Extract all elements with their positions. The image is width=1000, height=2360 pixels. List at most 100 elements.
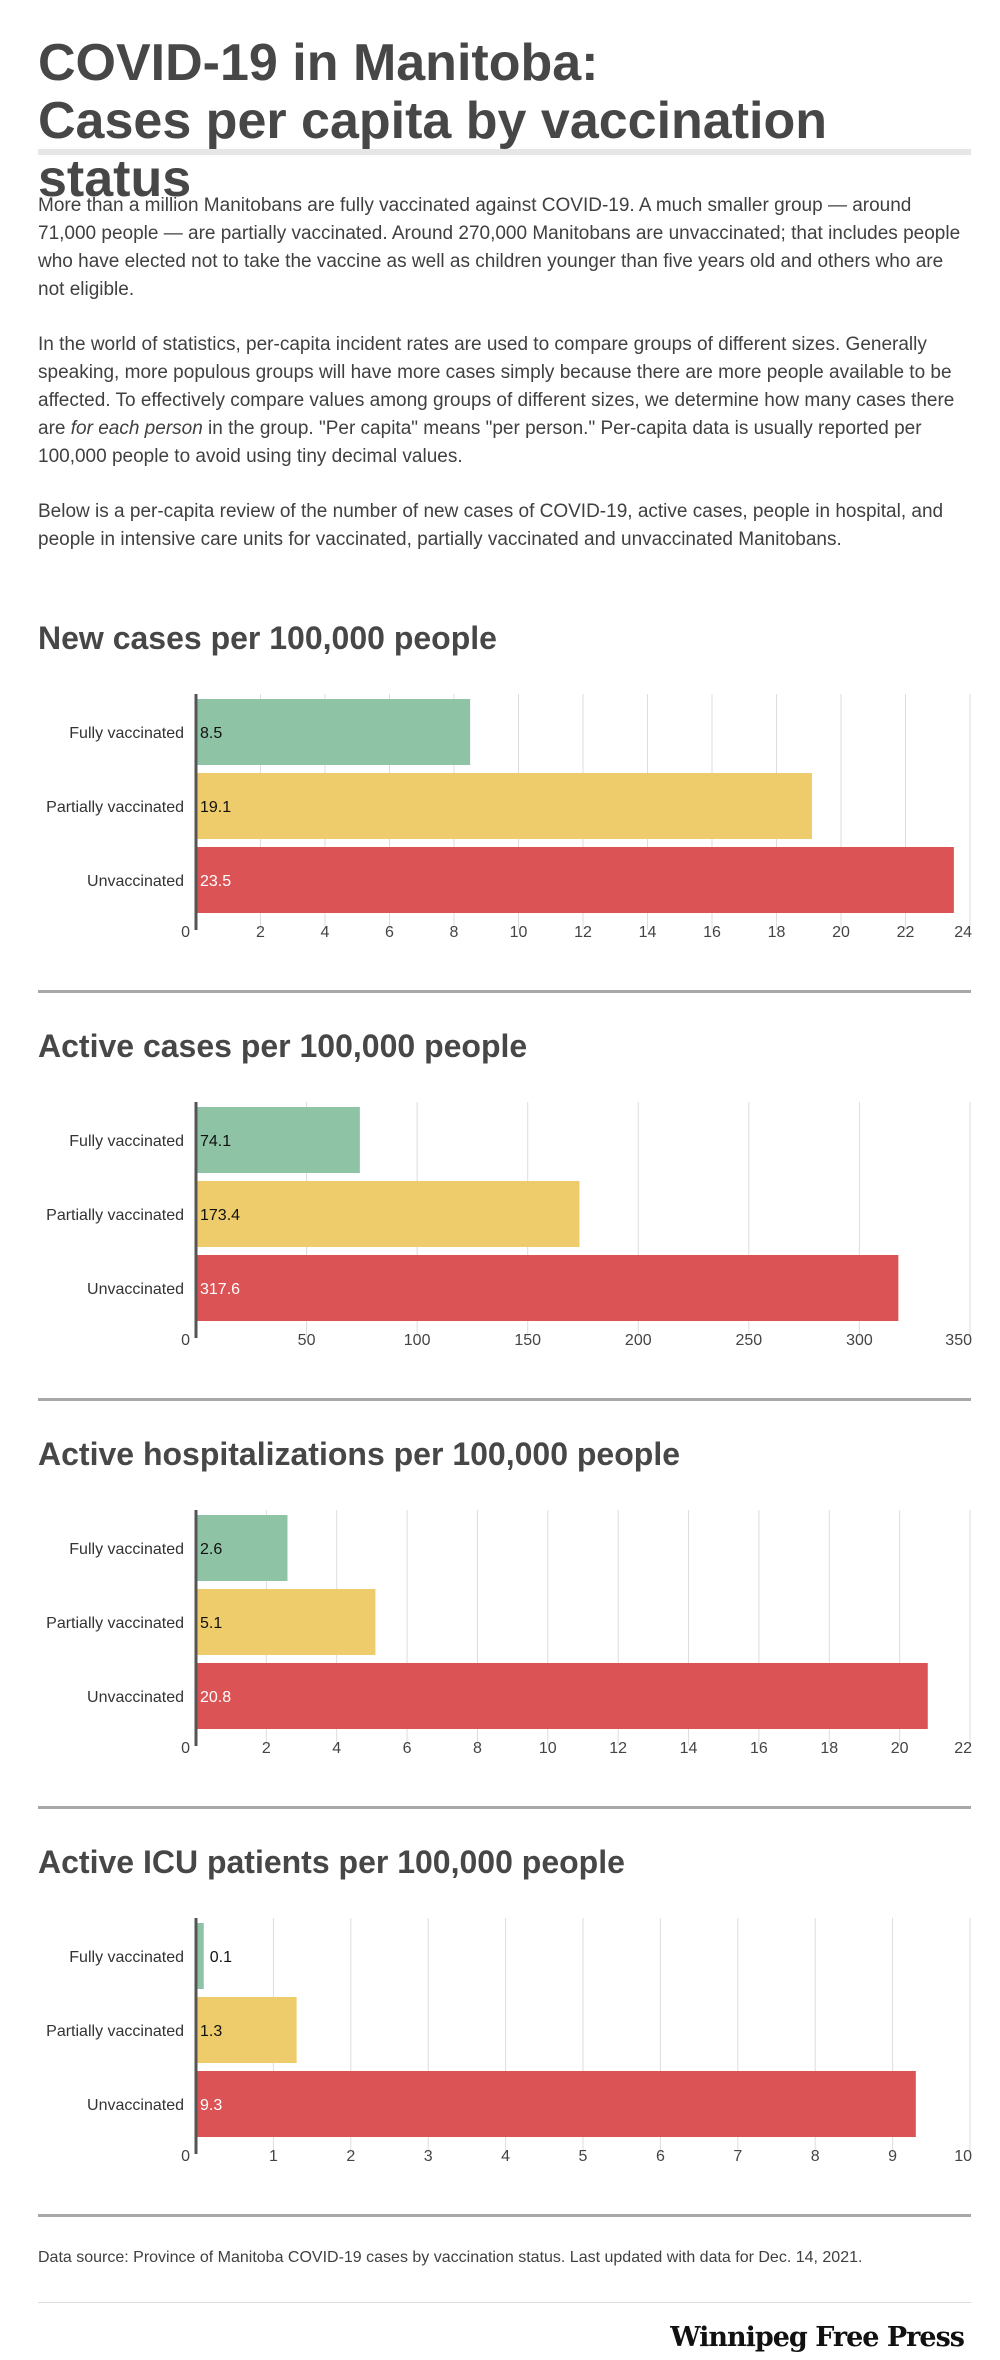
- x-tick-label: 24: [954, 924, 972, 941]
- x-tick-label: 0: [181, 1740, 190, 1757]
- x-tick-label: 200: [625, 1332, 652, 1349]
- x-tick-label: 2: [262, 1740, 271, 1757]
- chart-active-cases-plot: 0 50 100 150 200 250 300 350 Fully vaccinated 74.…: [46, 1102, 972, 1349]
- category-label: Unvaccinated: [87, 1281, 184, 1298]
- x-tick-label: 6: [656, 2148, 665, 2165]
- intro-paragraph-2-emphasis: for each person: [70, 418, 203, 439]
- x-tick-label: 12: [609, 1740, 627, 1757]
- x-tick-label: 16: [750, 1740, 768, 1757]
- chart-icu-patients-plot: 0 1 2 3 4 5 6 7 8 9 10 Fully vaccinated 0.1 Partially…: [46, 1918, 972, 2165]
- x-tick-label: 0: [181, 1332, 190, 1349]
- page-title-line-1: COVID-19 in Manitoba:: [38, 34, 599, 92]
- intro-paragraph-2: In the world of statistics, per-capita i…: [38, 331, 968, 471]
- value-label: 317.6: [200, 1281, 240, 1298]
- bar-unvaccinated: [196, 1663, 928, 1729]
- x-tick-label: 8: [450, 924, 459, 941]
- page-title: COVID-19 in Manitoba: Cases per capita b…: [38, 34, 968, 208]
- bar-fully-vaccinated: [196, 1923, 204, 1989]
- x-tick-label: 9: [888, 2148, 897, 2165]
- category-label: Unvaccinated: [87, 873, 184, 890]
- x-tick-label: 6: [403, 1740, 412, 1757]
- x-tick-label: 4: [332, 1740, 341, 1757]
- x-tick-label: 8: [811, 2148, 820, 2165]
- value-label: 19.1: [200, 799, 231, 816]
- x-tick-label: 6: [385, 924, 394, 941]
- x-tick-label: 300: [846, 1332, 873, 1349]
- chart-hospitalizations: Active hospitalizations per 100,000 peop…: [38, 1436, 972, 1816]
- category-label: Partially vaccinated: [46, 2023, 184, 2040]
- x-tick-label: 12: [574, 924, 592, 941]
- category-label: Partially vaccinated: [46, 1207, 184, 1224]
- intro-text: More than a million Manitobans are fully…: [38, 192, 968, 581]
- value-label: 23.5: [200, 873, 231, 890]
- chart-new-cases: New cases per 100,000 people 0 2 4 6 8 10 12 14…: [38, 620, 972, 1000]
- value-label: 74.1: [200, 1133, 231, 1150]
- value-label: 2.6: [200, 1541, 222, 1558]
- category-label: Partially vaccinated: [46, 799, 184, 816]
- chart-title: New cases per 100,000 people: [38, 620, 497, 656]
- x-tick-label: 100: [404, 1332, 431, 1349]
- bar-fully-vaccinated: [196, 699, 471, 765]
- value-label: 1.3: [200, 2023, 222, 2040]
- x-tick-label: 22: [954, 1740, 972, 1757]
- x-tick-label: 4: [501, 2148, 510, 2165]
- x-tick-label: 10: [954, 2148, 972, 2165]
- x-tick-label: 18: [768, 924, 786, 941]
- x-tick-label: 350: [945, 1332, 972, 1349]
- x-tick-label: 10: [539, 1740, 557, 1757]
- x-tick-label: 4: [321, 924, 330, 941]
- intro-paragraph-1: More than a million Manitobans are fully…: [38, 195, 961, 300]
- chart-active-cases: Active cases per 100,000 people 0 50 100 15…: [38, 1028, 972, 1408]
- x-tick-label: 14: [680, 1740, 698, 1757]
- value-label: 0.1: [210, 1949, 232, 1966]
- page-title-line-2: Cases per capita by vaccination status: [38, 92, 828, 208]
- brand-logo: Winnipeg Free Press: [670, 2322, 965, 2353]
- bar-partially-vaccinated: [196, 1997, 297, 2063]
- chart-title: Active cases per 100,000 people: [38, 1028, 528, 1064]
- value-label: 8.5: [200, 725, 222, 742]
- data-source-note: Data source: Province of Manitoba COVID-…: [38, 2249, 863, 2266]
- x-tick-label: 50: [298, 1332, 316, 1349]
- value-label: 20.8: [200, 1689, 231, 1706]
- x-tick-label: 22: [897, 924, 915, 941]
- category-label: Unvaccinated: [87, 1689, 184, 1706]
- x-tick-label: 10: [510, 924, 528, 941]
- intro-paragraph-2-end: in the group. "Per capita" means "per pe…: [38, 418, 922, 467]
- bar-unvaccinated: [196, 1255, 899, 1321]
- x-tick-label: 16: [703, 924, 721, 941]
- intro-paragraph-2-start: In the world of statistics, per-capita i…: [38, 334, 955, 439]
- bar-partially-vaccinated: [196, 773, 812, 839]
- section-divider: [38, 1806, 971, 1809]
- section-divider: [38, 1398, 971, 1401]
- chart-title: Active hospitalizations per 100,000 peop…: [38, 1436, 680, 1472]
- x-tick-label: 20: [891, 1740, 909, 1757]
- category-label: Fully vaccinated: [69, 725, 184, 742]
- x-tick-label: 250: [736, 1332, 763, 1349]
- intro-paragraph-3: Below is a per-capita review of the numb…: [38, 501, 944, 550]
- x-tick-label: 8: [473, 1740, 482, 1757]
- x-tick-label: 1: [269, 2148, 278, 2165]
- section-divider: [38, 990, 971, 993]
- x-tick-label: 0: [181, 2148, 190, 2165]
- category-label: Partially vaccinated: [46, 1615, 184, 1632]
- category-label: Fully vaccinated: [69, 1541, 184, 1558]
- bar-fully-vaccinated: [196, 1515, 288, 1581]
- title-divider: [38, 149, 971, 155]
- category-label: Fully vaccinated: [69, 1949, 184, 1966]
- x-tick-label: 7: [733, 2148, 742, 2165]
- footer-divider: [38, 2302, 971, 2303]
- bar-partially-vaccinated: [196, 1589, 376, 1655]
- x-tick-label: 2: [256, 924, 265, 941]
- x-tick-label: 20: [832, 924, 850, 941]
- x-tick-label: 2: [346, 2148, 355, 2165]
- x-tick-label: 14: [639, 924, 657, 941]
- x-tick-label: 18: [820, 1740, 838, 1757]
- category-label: Unvaccinated: [87, 2097, 184, 2114]
- x-tick-label: 5: [579, 2148, 588, 2165]
- value-label: 173.4: [200, 1207, 240, 1224]
- chart-title: Active ICU patients per 100,000 people: [38, 1844, 625, 1880]
- x-tick-label: 3: [424, 2148, 433, 2165]
- bar-unvaccinated: [196, 2071, 916, 2137]
